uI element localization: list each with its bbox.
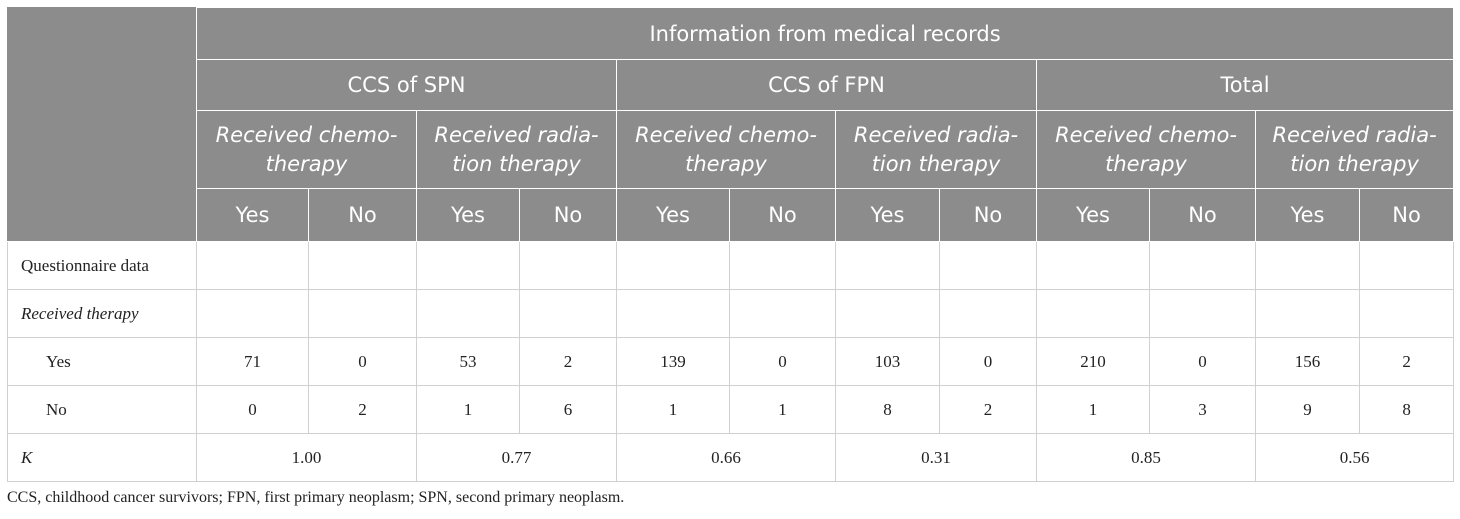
yes-header: Yes: [196, 188, 309, 242]
table-cell: 3: [1149, 385, 1256, 434]
table-cell: 53: [416, 337, 520, 386]
yes-header: Yes: [1255, 188, 1360, 242]
table-cell: 1: [416, 385, 520, 434]
yes-header: Yes: [835, 188, 940, 242]
table-cell: 103: [835, 337, 940, 386]
row-label: Questionnaire data: [7, 241, 197, 290]
table-cell: 210: [1036, 337, 1150, 386]
table-cell: 1: [729, 385, 836, 434]
group-header: Total: [1035, 59, 1455, 111]
no-header: No: [1149, 188, 1256, 242]
kappa-cell: 1.00: [196, 433, 417, 482]
no-header: No: [939, 188, 1037, 242]
subgroup-header: Received chemo-therapy: [196, 110, 417, 189]
table-cell: 0: [939, 337, 1037, 386]
yes-header: Yes: [616, 188, 730, 242]
table-row: K 1.00 0.77 0.66 0.31 0.85 0.56: [7, 433, 1455, 482]
no-header: No: [1358, 188, 1455, 242]
subgroup-header: Received radia-tion therapy: [835, 110, 1037, 189]
table-cell: 2: [519, 337, 617, 386]
table-cell: 0: [729, 337, 836, 386]
table-cell: 8: [835, 385, 940, 434]
no-header: No: [308, 188, 417, 242]
table-cell: 139: [616, 337, 730, 386]
agreement-table: Information from medical records CCS of …: [7, 7, 1455, 482]
group-header: CCS of SPN: [196, 59, 617, 111]
no-header: No: [729, 188, 836, 242]
row-label: Received therapy: [7, 289, 197, 338]
table-cell: 9: [1255, 385, 1360, 434]
subgroup-header: Received chemo-therapy: [616, 110, 836, 189]
table-footnote: CCS, childhood cancer survivors; FPN, fi…: [7, 489, 625, 506]
kappa-cell: 0.56: [1254, 433, 1455, 482]
row-label: Yes: [7, 337, 197, 386]
group-header: CCS of FPN: [616, 59, 1037, 111]
table-cell: 2: [939, 385, 1037, 434]
subgroup-header: Received radia-tion therapy: [416, 110, 617, 189]
table-row: No 0 2 1 6 1 1 8 2 1 3 9 8: [7, 385, 1455, 434]
subgroup-header: Received radia-tion therapy: [1254, 110, 1455, 189]
header-corner: [7, 7, 197, 242]
table-cell: 0: [1149, 337, 1256, 386]
subgroup-header: Received chemo-therapy: [1036, 110, 1256, 189]
table-cell: 0: [196, 385, 309, 434]
table-row: Questionnaire data: [7, 241, 1455, 290]
table-row: Yes 71 0 53 2 139 0 103 0 210 0 156 2: [7, 337, 1455, 386]
table-cell: 8: [1358, 385, 1455, 434]
row-label: No: [7, 385, 197, 434]
kappa-cell: 0.31: [835, 433, 1037, 482]
table-row: Received therapy: [7, 289, 1455, 338]
table-cell: 0: [308, 337, 417, 386]
table-cell: 6: [519, 385, 617, 434]
table-container: Information from medical records CCS of …: [7, 7, 1455, 482]
no-header: No: [519, 188, 617, 242]
yes-header: Yes: [1036, 188, 1150, 242]
table-cell: 1: [1036, 385, 1150, 434]
table-cell: 156: [1255, 337, 1360, 386]
kappa-cell: 0.77: [416, 433, 617, 482]
row-label: K: [7, 433, 197, 482]
table-cell: 1: [616, 385, 730, 434]
header-top: Information from medical records: [195, 7, 1455, 60]
table-cell: 2: [308, 385, 417, 434]
kappa-cell: 0.66: [616, 433, 836, 482]
yes-header: Yes: [416, 188, 520, 242]
kappa-cell: 0.85: [1036, 433, 1256, 482]
table-cell: 71: [196, 337, 309, 386]
table-cell: 2: [1358, 337, 1455, 386]
